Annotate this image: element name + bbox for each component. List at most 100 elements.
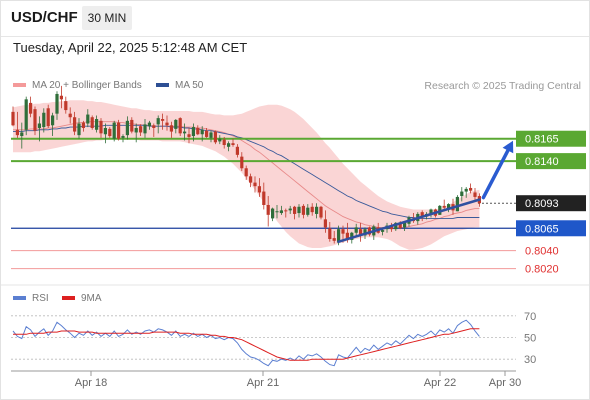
candle-body <box>20 132 24 137</box>
candle-body <box>293 206 297 214</box>
legend-bb-label: MA 20 + Bollinger Bands <box>32 80 142 91</box>
candle-body <box>86 114 90 124</box>
candle-body <box>341 229 345 234</box>
candle-body <box>156 118 160 125</box>
candle-body <box>398 222 402 229</box>
candle-body <box>240 156 244 169</box>
candle-body <box>301 205 305 215</box>
candle-body <box>187 134 191 137</box>
candle-body <box>147 122 151 127</box>
candle-body <box>354 227 358 233</box>
candle-body <box>99 120 103 134</box>
candle-body <box>130 119 134 132</box>
candle-body <box>394 222 398 230</box>
candle-body <box>429 209 433 214</box>
candle-body <box>235 146 239 155</box>
rsi-line <box>12 319 480 367</box>
candle-body <box>319 206 323 218</box>
legend-rsi-label: RSI <box>32 293 49 304</box>
candle-body <box>64 101 68 111</box>
candle-body <box>253 182 257 187</box>
x-tick-label: Apr 30 <box>489 377 521 389</box>
candle-body <box>139 126 143 133</box>
legend-ma50: MA 50 <box>156 80 203 91</box>
candle-body <box>117 122 121 139</box>
candle-body <box>161 119 165 121</box>
candle-body <box>464 188 468 192</box>
candle-body <box>350 232 354 240</box>
candle-body <box>266 204 270 215</box>
candle-body <box>389 226 393 230</box>
candle-body <box>328 228 332 240</box>
candle-body <box>359 229 363 236</box>
x-tick-label: Apr 18 <box>75 377 107 389</box>
legend-rsi-ma: 9MA <box>62 293 102 304</box>
resistance-level-tag <box>516 130 586 147</box>
candle-body <box>200 129 204 135</box>
candle-body <box>121 136 125 138</box>
candle-body <box>297 206 301 214</box>
candle-body <box>42 112 46 128</box>
trendline <box>337 198 481 243</box>
support-level-label: 0.8020 <box>525 264 559 276</box>
bollinger-swatch <box>13 83 26 88</box>
candle-body <box>73 117 77 132</box>
legend-ma50-label: MA 50 <box>175 80 204 91</box>
candle-body <box>178 118 182 134</box>
candle-body <box>249 176 253 183</box>
timeframe-button[interactable]: 30 MIN <box>82 6 132 30</box>
candle-body <box>205 130 209 137</box>
candle-body <box>95 119 99 130</box>
ma50-swatch <box>156 83 169 88</box>
candle-body <box>227 143 231 147</box>
candle-body <box>345 232 349 240</box>
candle-body <box>262 191 266 205</box>
candle-body <box>68 113 72 118</box>
rsi-swatch <box>13 296 26 301</box>
candle-body <box>244 168 248 177</box>
candle-body <box>103 127 107 135</box>
candle-body <box>37 123 41 128</box>
candle-body <box>363 229 367 236</box>
candle-body <box>337 229 341 243</box>
candle-body <box>125 120 129 136</box>
candle-body <box>332 238 336 241</box>
candle-body <box>143 124 147 134</box>
rsi-tick-label: 50 <box>524 333 536 345</box>
candle-body <box>306 207 310 215</box>
candle-body <box>310 206 314 213</box>
pivot-level-label: 0.8065 <box>525 223 559 235</box>
resistance-level-label: 0.8165 <box>525 134 559 146</box>
candle-body <box>315 206 319 214</box>
candle-body <box>81 122 85 128</box>
candle-body <box>403 222 407 228</box>
candle-body <box>191 127 195 137</box>
projection-arrow-shaft <box>481 148 510 200</box>
candle-body <box>284 210 288 212</box>
candle-body <box>165 122 169 126</box>
candle-body <box>447 204 451 210</box>
candle-body <box>112 122 116 139</box>
candle-body <box>46 108 50 127</box>
resistance-level-label: 0.8140 <box>525 156 559 168</box>
last-price-tag <box>516 195 586 212</box>
legend-rsi: RSI <box>13 293 49 304</box>
credit-label: Research © 2025 Trading Central <box>424 80 581 92</box>
candle-body <box>152 125 156 128</box>
projection-arrow-head <box>502 140 514 154</box>
x-tick-label: Apr 22 <box>424 377 456 389</box>
pivot-level-tag <box>516 220 586 237</box>
candle-body <box>24 99 28 130</box>
candle-body <box>469 187 473 191</box>
candle-body <box>257 186 261 193</box>
candle-body <box>442 205 446 208</box>
candle-body <box>90 117 94 128</box>
candle-body <box>323 219 327 228</box>
candle-body <box>381 230 385 232</box>
legend-rsi-ma-label: 9MA <box>81 293 102 304</box>
rsi-tick-label: 70 <box>524 311 536 323</box>
candle-body <box>33 109 37 131</box>
candle-body <box>218 138 222 142</box>
last-price-label: 0.8093 <box>525 198 559 210</box>
